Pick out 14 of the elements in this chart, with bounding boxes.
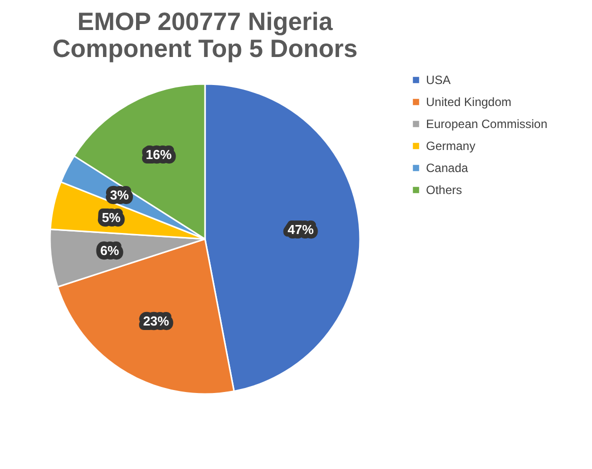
legend-label: USA: [426, 73, 451, 87]
legend-label: Canada: [426, 161, 468, 175]
data-label: 23%: [143, 314, 170, 329]
text: EMOP 200777 Nigeria: [77, 8, 333, 36]
legend-label: European Commission: [426, 117, 548, 131]
legend-label: Others: [426, 183, 462, 197]
text: Component Top 5 Donors: [52, 35, 358, 63]
data-label: 47%: [288, 222, 314, 237]
legend-label: United Kingdom: [426, 95, 512, 109]
data-label: 16%: [146, 146, 172, 162]
data-label: 3%: [110, 187, 130, 202]
data-label: 5%: [102, 210, 122, 226]
data-label: 6%: [100, 243, 120, 258]
legend-label: Germany: [426, 139, 476, 153]
